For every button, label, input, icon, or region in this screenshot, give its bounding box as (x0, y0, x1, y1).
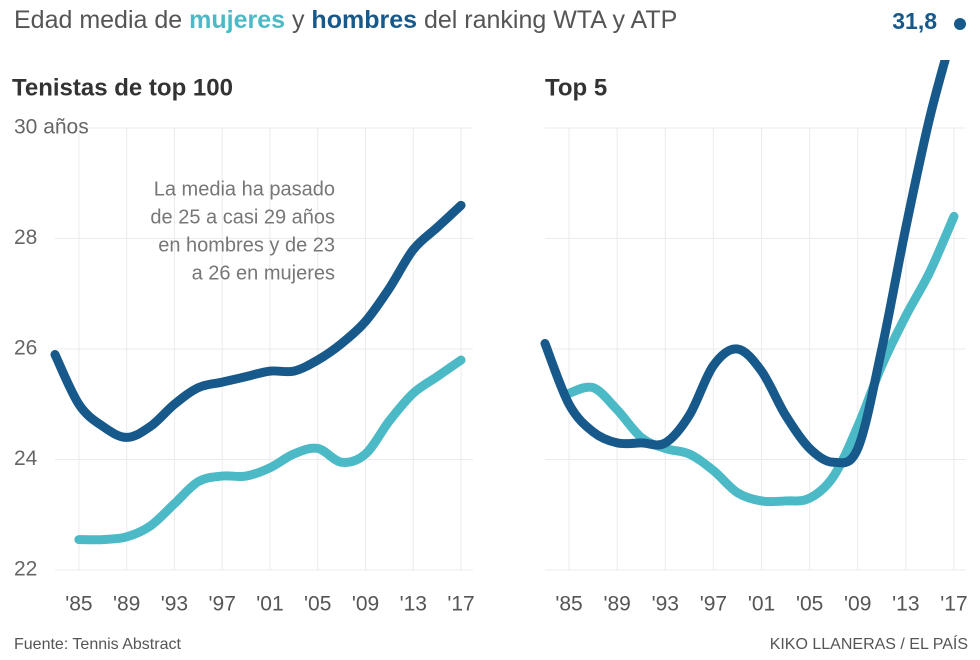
x-tick-label: '13 (892, 593, 919, 616)
x-tick-label: '09 (844, 593, 871, 616)
note: a 26 en mujeres (192, 262, 335, 284)
title: Edad media de mujeres y hombres del rank… (14, 6, 677, 35)
x-tick-label: '09 (352, 593, 379, 616)
panel-title: Tenistas de top 100 (12, 74, 233, 101)
y-tick-label: 26 (14, 337, 37, 360)
x-tick-label: '17 (940, 593, 967, 616)
x-tick-label: '93 (652, 593, 679, 616)
plot-lines (540, 60, 959, 507)
y-tick-label: 30 años (14, 116, 89, 139)
series-line (50, 200, 466, 442)
title-women: mujeres (189, 6, 286, 34)
x-tick-label: '01 (748, 593, 775, 616)
x-tick-label: '85 (65, 593, 92, 616)
y-tick-label: 22 (14, 558, 37, 581)
title-part: y (285, 6, 312, 34)
x-tick-label: '05 (304, 593, 331, 616)
title-part: Edad media de (14, 6, 190, 34)
x-tick-label: '17 (447, 593, 474, 616)
title-men: hombres (311, 6, 418, 34)
x-tick-label: '01 (256, 593, 283, 616)
x-tick-label: '97 (700, 593, 727, 616)
credit: KIKO LLANERAS / EL PAÍS (770, 634, 968, 653)
series-line (564, 211, 959, 507)
x-tick-label: '97 (209, 593, 236, 616)
note: en hombres y de 23 (158, 234, 335, 256)
x-tick-label: '85 (555, 593, 582, 616)
annotation-dot (954, 18, 966, 30)
panel-title: Top 5 (545, 74, 607, 101)
y-tick-label: 24 (14, 447, 38, 470)
note: de 25 a casi 29 años (150, 206, 335, 228)
title-part: del ranking WTA y ATP (417, 6, 678, 34)
series-line (74, 355, 466, 545)
source: Fuente: Tennis Abstract (14, 636, 181, 653)
x-tick-label: '05 (796, 593, 823, 616)
x-tick-label: '89 (113, 593, 140, 616)
note: La media ha pasado (154, 178, 335, 200)
series-line (540, 60, 950, 468)
plot-lines (50, 200, 466, 545)
x-tick-label: '93 (161, 593, 188, 616)
x-tick-label: '13 (400, 593, 427, 616)
annotation-label: 31,8 (892, 8, 937, 34)
x-tick-label: '89 (603, 593, 630, 616)
y-tick-label: 28 (14, 226, 37, 249)
